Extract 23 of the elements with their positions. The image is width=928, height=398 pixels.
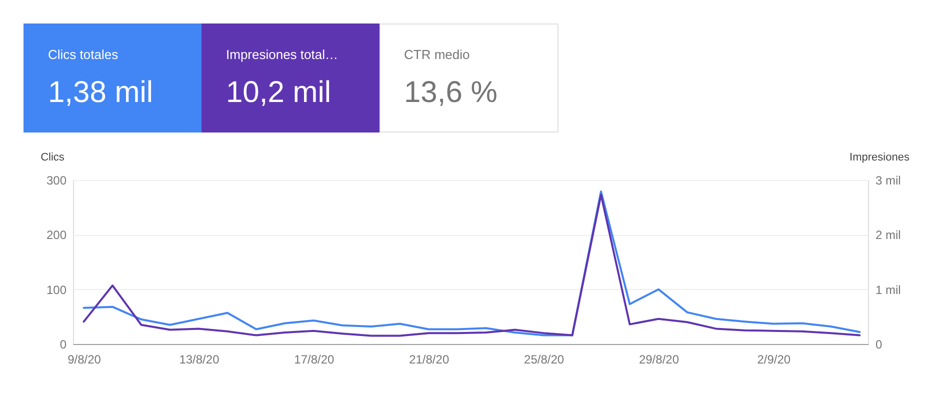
text: 13,6 % <box>404 76 498 109</box>
x-tick-label: 25/8/20 <box>524 352 564 366</box>
y2-tick-label: 1 mil <box>876 282 901 297</box>
x-tick-label: 2/9/20 <box>757 352 791 366</box>
text: Clics totales <box>48 47 119 62</box>
y-tick-label: 100 <box>46 282 67 297</box>
text: 10,2 mil <box>226 76 332 109</box>
x-tick-label: 29/8/20 <box>638 352 680 366</box>
x-tick-label: 13/8/20 <box>179 352 220 366</box>
x-tick-label: 17/8/20 <box>294 352 334 366</box>
text: 1,38 mil <box>48 76 154 109</box>
y2-tick-label: 0 <box>876 338 882 352</box>
y2-axis-title: Impresiones <box>850 152 910 164</box>
text: CTR medio <box>404 47 470 62</box>
y2-tick-label: 2 mil <box>876 228 901 242</box>
text: Impresiones total… <box>226 47 338 62</box>
x-tick-label: 21/8/20 <box>409 352 450 366</box>
x-tick-label: 9/8/20 <box>68 352 102 366</box>
y-axis-title: Clics <box>40 152 65 164</box>
y-tick-label: 200 <box>46 228 67 242</box>
y-tick-label: 0 <box>60 338 67 352</box>
y-tick-label: 300 <box>46 174 67 188</box>
y2-tick-label: 3 mil <box>876 174 901 188</box>
